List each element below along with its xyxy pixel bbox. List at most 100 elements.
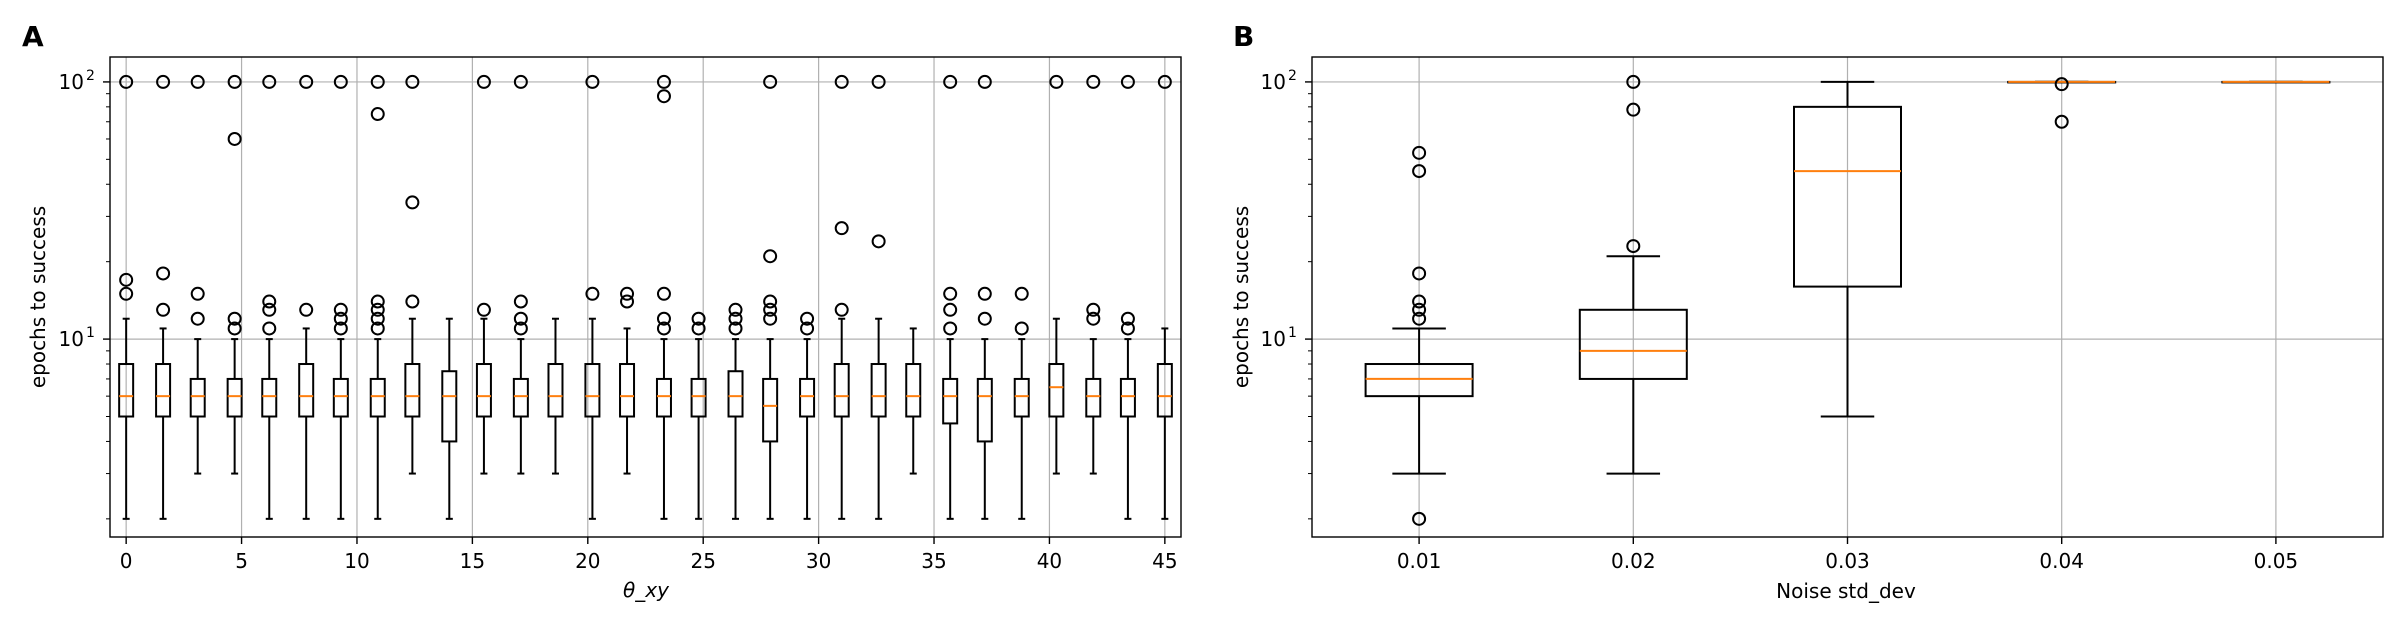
outlier-point <box>405 294 420 309</box>
y-tick-label: 10 <box>1261 70 1286 94</box>
box-15 <box>619 286 636 475</box>
outlier-point <box>656 311 671 326</box>
outlier-point <box>763 294 778 309</box>
outlier-point <box>119 286 134 301</box>
iqr-box <box>1578 308 1688 380</box>
outlier-point <box>585 286 600 301</box>
x-tick-label: 10 <box>344 549 369 573</box>
outlier-point <box>1412 302 1427 317</box>
outlier-point <box>1626 102 1641 117</box>
outlier-point <box>943 286 958 301</box>
iqr-box <box>298 363 315 418</box>
iqr-box <box>369 377 386 418</box>
box-25 <box>976 74 993 520</box>
iqr-box <box>404 363 421 418</box>
box-1 <box>1364 145 1474 526</box>
x-tick-label: 30 <box>806 549 831 573</box>
outlier-point <box>333 302 348 317</box>
iqr-box <box>226 377 243 418</box>
panel-a-plot-frame <box>109 56 1182 538</box>
iqr-box <box>1048 363 1065 418</box>
outlier-point <box>262 74 277 89</box>
panel-a-letter: A <box>22 20 44 53</box>
outlier-point <box>620 294 635 309</box>
iqr-box <box>1793 105 1902 288</box>
box-10 <box>441 317 458 520</box>
outlier-point <box>728 311 743 326</box>
y-tick-label: 10 <box>59 327 84 351</box>
outlier-point <box>1120 74 1135 89</box>
x-tick-label: 25 <box>690 549 715 573</box>
outlier-point <box>1086 74 1101 89</box>
outlier-point <box>763 249 778 264</box>
outlier-point <box>943 74 958 89</box>
iqr-box <box>155 363 172 418</box>
outlier-point <box>370 74 385 89</box>
outlier-point <box>370 321 385 336</box>
box-3 <box>1793 80 1902 418</box>
outlier-point <box>834 74 849 89</box>
box-24 <box>942 74 959 520</box>
outlier-point <box>513 321 528 336</box>
outlier-point <box>1412 164 1427 179</box>
iqr-box <box>727 370 744 418</box>
outlier-point <box>728 321 743 336</box>
outlier-point <box>834 221 849 236</box>
outlier-point <box>1120 311 1135 326</box>
outlier-point <box>156 74 171 89</box>
outlier-point <box>2054 114 2069 129</box>
y-tick-exponent: 2 <box>86 68 95 84</box>
outlier-point <box>1014 286 1029 301</box>
outlier-point <box>1412 511 1427 526</box>
box-17 <box>690 311 707 520</box>
iqr-box <box>690 377 707 418</box>
iqr-box <box>942 377 959 425</box>
outlier-point <box>800 321 815 336</box>
iqr-box <box>547 363 564 418</box>
panel-b-boxes <box>1364 74 2331 526</box>
box-12 <box>512 74 529 475</box>
box-7 <box>332 74 349 520</box>
outlier-point <box>656 286 671 301</box>
outlier-point <box>1049 74 1064 89</box>
outlier-point <box>1626 239 1641 254</box>
x-tick-label: 5 <box>235 549 248 573</box>
iqr-box <box>1085 377 1102 418</box>
outlier-point <box>405 74 420 89</box>
panel-b-x-axis-label: Noise std_dev <box>1776 579 1916 603</box>
outlier-point <box>871 234 886 249</box>
box-2 <box>155 74 172 520</box>
iqr-box <box>1364 363 1474 398</box>
iqr-box <box>762 377 779 443</box>
iqr-box <box>584 363 601 418</box>
outlier-point <box>513 294 528 309</box>
box-30 <box>1156 74 1173 520</box>
box-14 <box>584 74 601 520</box>
x-tick-label: 0.02 <box>1611 549 1656 573</box>
outlier-point <box>333 321 348 336</box>
iqr-box <box>1013 377 1030 418</box>
box-18 <box>727 302 744 520</box>
outlier-point <box>1086 302 1101 317</box>
box-29 <box>1119 74 1136 520</box>
outlier-point <box>299 74 314 89</box>
y-tick-exponent: 1 <box>1288 325 1297 341</box>
box-16 <box>655 74 672 520</box>
outlier-point <box>871 74 886 89</box>
iqr-box <box>332 377 349 418</box>
outlier-point <box>691 311 706 326</box>
box-22 <box>870 74 887 520</box>
box-13 <box>547 317 564 475</box>
outlier-point <box>476 74 491 89</box>
outlier-point <box>262 294 277 309</box>
iqr-box <box>189 377 206 418</box>
iqr-box <box>1156 363 1173 418</box>
iqr-box <box>475 363 492 418</box>
panel-b-letter: B <box>1233 20 1254 53</box>
outlier-point <box>299 302 314 317</box>
iqr-box <box>118 363 135 418</box>
outlier-point <box>943 321 958 336</box>
